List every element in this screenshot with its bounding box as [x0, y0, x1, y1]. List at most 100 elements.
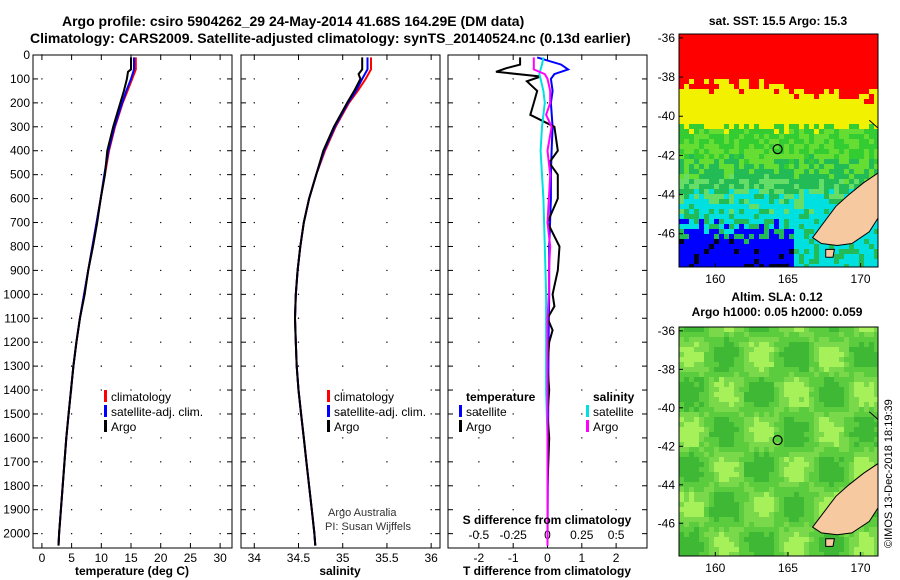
grid-dot: [100, 245, 103, 248]
map-cell: [819, 109, 825, 115]
map-cell: [679, 179, 685, 185]
map-cell: [774, 164, 780, 170]
map-cell: [859, 84, 865, 90]
map-cell: [814, 412, 820, 418]
grid-dot: [478, 269, 480, 272]
grid-dot: [219, 293, 221, 296]
grid-dot: [386, 509, 388, 511]
grid-dot: [581, 269, 583, 272]
map-cell: [814, 179, 820, 185]
map-cell: [809, 442, 815, 448]
map-cell: [829, 442, 835, 448]
map-cell: [709, 124, 715, 130]
map-cell: [759, 387, 765, 393]
map-cell: [874, 352, 878, 358]
map-cell: [694, 59, 700, 65]
map-cell: [814, 264, 820, 267]
map-cell: [724, 427, 730, 433]
map-cell: [774, 512, 780, 518]
map-cell: [854, 104, 860, 110]
map-cell: [709, 249, 715, 255]
map-cell: [679, 214, 685, 220]
map-cell: [709, 507, 715, 513]
map-cell: [704, 69, 710, 75]
map-cell: [864, 49, 870, 55]
grid-dot: [581, 461, 583, 463]
map-cell: [689, 234, 695, 240]
map-cell: [729, 154, 735, 160]
map-cell: [719, 437, 725, 443]
x-tick-label: -1: [508, 551, 519, 565]
map-cell: [719, 44, 725, 50]
map-cell: [849, 114, 855, 120]
map-cell: [754, 517, 760, 523]
map-cell: [759, 477, 765, 483]
map-cell: [759, 259, 765, 265]
map-cell: [724, 387, 730, 393]
grid-dot: [581, 509, 583, 511]
map-cell: [839, 79, 845, 85]
map-cell: [789, 44, 795, 50]
map-cell: [829, 69, 835, 75]
map-cell: [709, 477, 715, 483]
map-cell: [839, 547, 845, 553]
map-cell: [784, 124, 790, 130]
map-cell: [754, 327, 760, 333]
map-cell: [709, 174, 715, 180]
new-zealand-landmass: [811, 172, 878, 247]
map-cell: [719, 507, 725, 513]
map-cell: [869, 164, 875, 170]
map-cell: [709, 437, 715, 443]
map-cell: [684, 472, 690, 478]
map-cell: [729, 467, 735, 473]
map-cell: [829, 204, 835, 210]
map-cell: [714, 512, 720, 518]
map-cell: [759, 214, 765, 220]
map-cell: [854, 169, 860, 175]
map-cell: [679, 159, 685, 165]
map-cell: [724, 527, 730, 533]
map-cell: [724, 467, 730, 473]
map-cell: [719, 144, 725, 150]
map-cell: [714, 327, 720, 333]
map-cell: [804, 332, 810, 338]
map-cell: [764, 502, 770, 508]
map-cell: [694, 139, 700, 145]
map-cell: [764, 34, 770, 40]
map-cell: [744, 452, 750, 458]
map-cell: [739, 114, 745, 120]
map-cell: [719, 357, 725, 363]
map-cell: [809, 254, 815, 260]
map-cell: [809, 199, 815, 205]
map-cell: [754, 159, 760, 165]
map-cell: [829, 552, 835, 556]
map-cell: [859, 99, 865, 105]
map-cell: [854, 164, 860, 170]
map-cell: [859, 342, 865, 348]
map-cell: [699, 367, 705, 373]
map-cell: [744, 44, 750, 50]
map-cell: [784, 537, 790, 543]
map-cell: [699, 104, 705, 110]
map-cell: [754, 407, 760, 413]
map-cell: [699, 89, 705, 95]
map-cell: [694, 224, 700, 230]
salinity-panel: 34 34.5 35 35.5 36 salinity climatology sate…: [240, 54, 441, 578]
map-cell: [819, 174, 825, 180]
map-cell: [754, 249, 760, 255]
map-cell: [704, 522, 710, 528]
map-cell: [739, 542, 745, 548]
map-cell: [774, 462, 780, 468]
map-cell: [834, 327, 840, 333]
map-cell: [814, 149, 820, 155]
map-cell: [814, 124, 820, 130]
map-cell: [779, 104, 785, 110]
map-cell: [729, 79, 735, 85]
map-cell: [849, 169, 855, 175]
map-cell: [744, 254, 750, 260]
grid-dot: [70, 413, 73, 415]
grid-dot: [581, 341, 583, 343]
map-cell: [699, 392, 705, 398]
map-cell: [844, 457, 850, 463]
map-cell: [739, 382, 745, 388]
